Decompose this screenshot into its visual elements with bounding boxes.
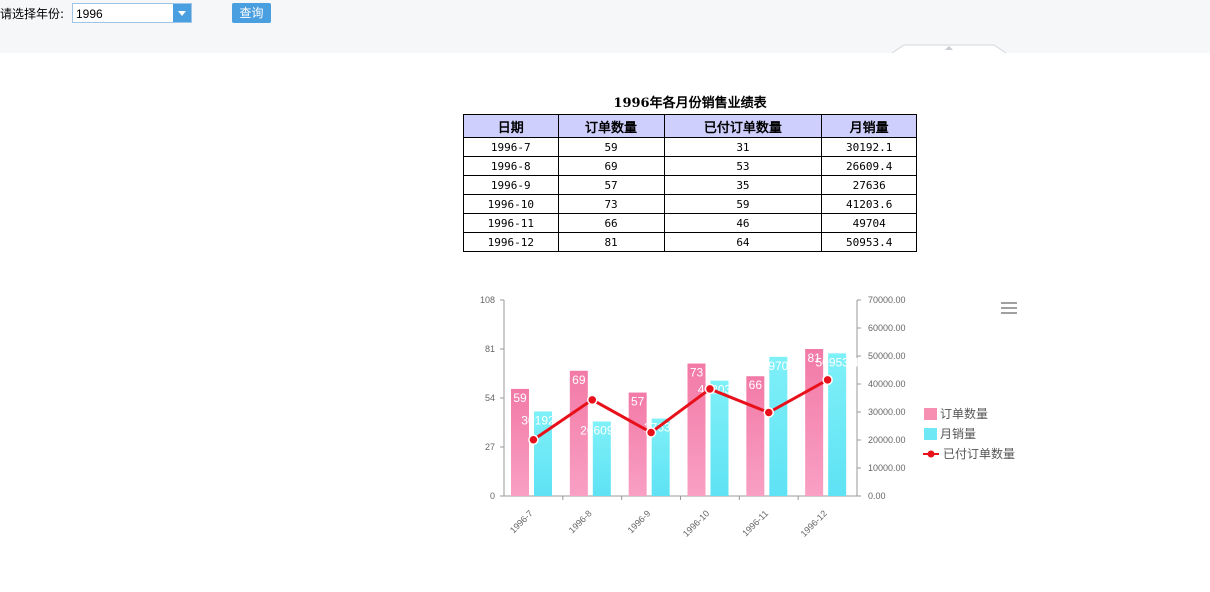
bar-order-count-label: 81 <box>807 351 821 365</box>
y-left-tick-label: 54 <box>485 393 495 403</box>
table-header-row: 日期 订单数量 已付订单数量 月销量 <box>463 114 917 138</box>
table-cell: 49704 <box>821 213 917 233</box>
table-cell: 31 <box>663 137 823 157</box>
bar-monthly-sales <box>769 356 788 496</box>
query-button[interactable]: 查询 <box>232 3 271 23</box>
table-cell: 59 <box>557 137 665 157</box>
legend-marker-paid-order <box>927 450 935 458</box>
bar-order-count <box>569 370 588 496</box>
bar-order-count-label: 69 <box>572 373 586 387</box>
table-cell: 1996-8 <box>463 156 559 176</box>
y-right-tick-label: 40000.00 <box>868 379 906 389</box>
table-row: 1996-12 81 64 50953.4 <box>463 232 917 252</box>
y-right-tick-label: 0.00 <box>868 491 886 501</box>
x-tick-label: 1996-7 <box>508 508 535 535</box>
chevron-down-icon[interactable] <box>173 4 191 22</box>
table-cell: 1996-10 <box>463 194 559 214</box>
table-header-cell: 已付订单数量 <box>663 114 823 138</box>
y-right-tick-label: 30000.00 <box>868 407 906 417</box>
report-table: 日期 订单数量 已付订单数量 月销量 1996-7 59 31 30192.1 1996-8 6… <box>463 114 917 252</box>
bar-order-count <box>628 392 647 496</box>
table-row: 1996-9 57 35 27636 <box>463 175 917 195</box>
collapse-tab-icon[interactable] <box>892 44 1006 53</box>
table-cell: 53 <box>663 156 823 176</box>
x-tick-label: 1996-12 <box>799 508 829 538</box>
bar-monthly-sales-label: 30192.1 <box>521 413 565 427</box>
table-cell: 1996-12 <box>463 232 559 252</box>
table-cell: 1996-9 <box>463 175 559 195</box>
bar-order-count <box>805 349 824 496</box>
table-cell: 73 <box>557 194 665 214</box>
legend-swatch-order-count <box>924 408 937 420</box>
table-header-cell: 订单数量 <box>557 114 665 138</box>
table-cell: 1996-7 <box>463 137 559 157</box>
year-select[interactable]: 1996 <box>72 3 192 23</box>
table-row: 1996-11 66 46 49704 <box>463 213 917 233</box>
table-cell: 46 <box>663 213 823 233</box>
y-left-tick-label: 0 <box>490 491 495 501</box>
y-left-tick-label: 27 <box>485 442 495 452</box>
y-left-tick-label: 108 <box>480 295 495 305</box>
y-right-tick-label: 50000.00 <box>868 351 906 361</box>
paid-order-line <box>532 378 829 441</box>
bar-order-count <box>511 388 529 496</box>
table-cell: 35 <box>663 175 823 195</box>
x-tick-label: 1996-9 <box>626 508 653 535</box>
table-header-cell: 月销量 <box>821 114 917 138</box>
table-cell: 30192.1 <box>821 137 917 157</box>
table-cell: 64 <box>663 232 823 252</box>
bar-monthly-sales-label: 49704 <box>762 359 796 373</box>
bar-order-count-label: 57 <box>631 395 645 409</box>
table-header-cell: 日期 <box>463 114 559 138</box>
bar-monthly-sales <box>592 421 611 496</box>
paid-order-point <box>822 374 833 386</box>
table-row: 1996-8 69 53 26609.4 <box>463 156 917 176</box>
x-tick-label: 1996-8 <box>567 508 594 535</box>
paid-order-point <box>587 394 598 406</box>
table-cell: 69 <box>557 156 665 176</box>
x-tick-label: 1996-10 <box>681 508 711 538</box>
bar-order-count-label: 66 <box>749 378 763 392</box>
paid-order-point <box>763 407 774 418</box>
table-cell: 1996-11 <box>463 213 559 233</box>
legend-swatch-monthly-sales <box>924 428 937 440</box>
bar-monthly-sales <box>534 411 552 496</box>
table-cell: 27636 <box>821 175 917 195</box>
bar-monthly-sales-label: 26609.4 <box>580 423 624 437</box>
legend-label-paid-order: 已付订单数量 <box>943 446 1015 461</box>
table-cell: 57 <box>557 175 665 195</box>
paid-order-point <box>645 427 657 438</box>
table-cell: 81 <box>557 232 665 252</box>
toolbar: 请选择年份: 1996 查询 <box>0 0 1210 53</box>
table-cell: 26609.4 <box>821 156 917 176</box>
table-row: 1996-10 73 59 41203.6 <box>463 194 917 214</box>
table-cell: 50953.4 <box>821 232 917 252</box>
bar-monthly-sales <box>710 380 729 496</box>
bar-monthly-sales-label: 50953.4 <box>815 355 859 369</box>
y-right-tick-label: 20000.00 <box>868 435 906 445</box>
paid-order-point <box>704 383 716 395</box>
table-cell: 66 <box>557 213 665 233</box>
table-cell: 41203.6 <box>821 194 917 214</box>
report-title: 1996年各月份销售业绩表 <box>613 96 767 111</box>
legend-label-monthly-sales: 月销量 <box>940 427 976 441</box>
y-right-tick-label: 10000.00 <box>868 463 906 473</box>
y-left-tick-label: 81 <box>485 344 495 354</box>
legend-label-order-count: 订单数量 <box>940 406 988 421</box>
table-row: 1996-7 59 31 30192.1 <box>463 137 917 157</box>
bar-monthly-sales <box>651 418 670 496</box>
year-label: 请选择年份: <box>0 7 65 21</box>
bar-order-count <box>746 376 765 496</box>
paid-order-point <box>528 434 539 445</box>
bar-order-count-label: 59 <box>513 391 527 405</box>
sales-chart: 0 27 54 81 108 0.00 10000.00 20000.00 30000.00 40… <box>480 295 1017 539</box>
y-right-tick-label: 70000.00 <box>868 295 906 305</box>
y-right-tick-label: 60000.00 <box>868 323 906 333</box>
table-cell: 59 <box>663 194 823 214</box>
menu-icon[interactable] <box>1001 302 1017 314</box>
x-tick-label: 1996-11 <box>740 508 770 538</box>
bar-order-count-label: 73 <box>690 366 704 380</box>
year-select-value: 1996 <box>76 7 103 21</box>
bar-monthly-sales <box>828 353 847 496</box>
